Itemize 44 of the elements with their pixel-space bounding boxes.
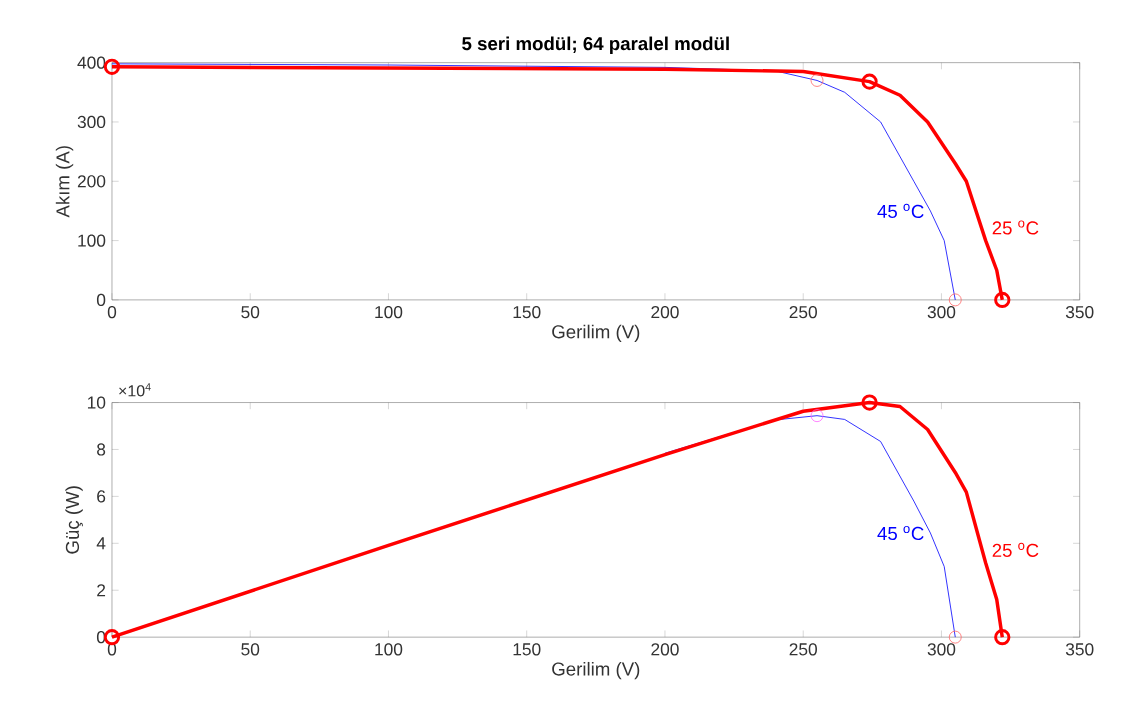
y-tick-label: 6 [97,490,106,503]
point [994,628,1011,646]
point [810,409,824,422]
series-label: 45 $^{o}$C [877,525,924,540]
x-tick-label: 350 [1065,305,1094,318]
x-tick-label: 0 [107,305,117,318]
series-label: 45 $^{o}$C [877,203,924,218]
x-tick-label: 250 [789,642,817,656]
y-tick-label: 400 [77,56,106,69]
y-tick-label: 2 [97,583,106,597]
y-tick-label: 4 [96,537,106,550]
y-tick-label: 100 [78,234,106,247]
y-axis-title: Akım (A) [55,145,74,218]
point [810,73,824,87]
x-tick-label: 50 [241,305,260,318]
point [861,394,878,411]
y-tick-label: 300 [77,115,106,128]
x-tick-label: 50 [241,642,260,656]
x-tick-label: 100 [375,305,403,318]
y-tick-label: 8 [97,443,106,456]
point [861,73,878,90]
x-tick-label: 250 [789,305,817,318]
x-tick-label: 150 [513,642,541,656]
series-label: 25 $^{o}$C [992,220,1039,235]
x-tick-label: 150 [513,305,541,318]
x-tick-label: 300 [927,642,956,656]
y-tick-label: 0 [96,293,106,306]
series-label: 25 $^{o}$C [992,542,1039,557]
point [994,291,1011,308]
point [948,293,962,307]
x-axis-title: Gerilim (V) [552,324,640,342]
x-tick-label: 200 [651,642,679,656]
text: ×10$^{4}$ [119,382,151,397]
chart-title: 5 seri modül; 64 paralel modül [462,36,729,54]
x-tick-label: 350 [1065,642,1094,656]
y-tick-label: 0 [96,630,106,644]
point [948,630,962,644]
x-tick-label: 100 [375,642,403,656]
y-tick-label: 10 [87,396,106,409]
x-axis-title: Gerilim (V) [552,661,640,680]
y-tick-label: 200 [77,174,106,188]
x-tick-label: 300 [927,305,956,318]
y-axis-title: Güç (W) [65,486,83,554]
x-tick-label: 200 [651,305,679,318]
